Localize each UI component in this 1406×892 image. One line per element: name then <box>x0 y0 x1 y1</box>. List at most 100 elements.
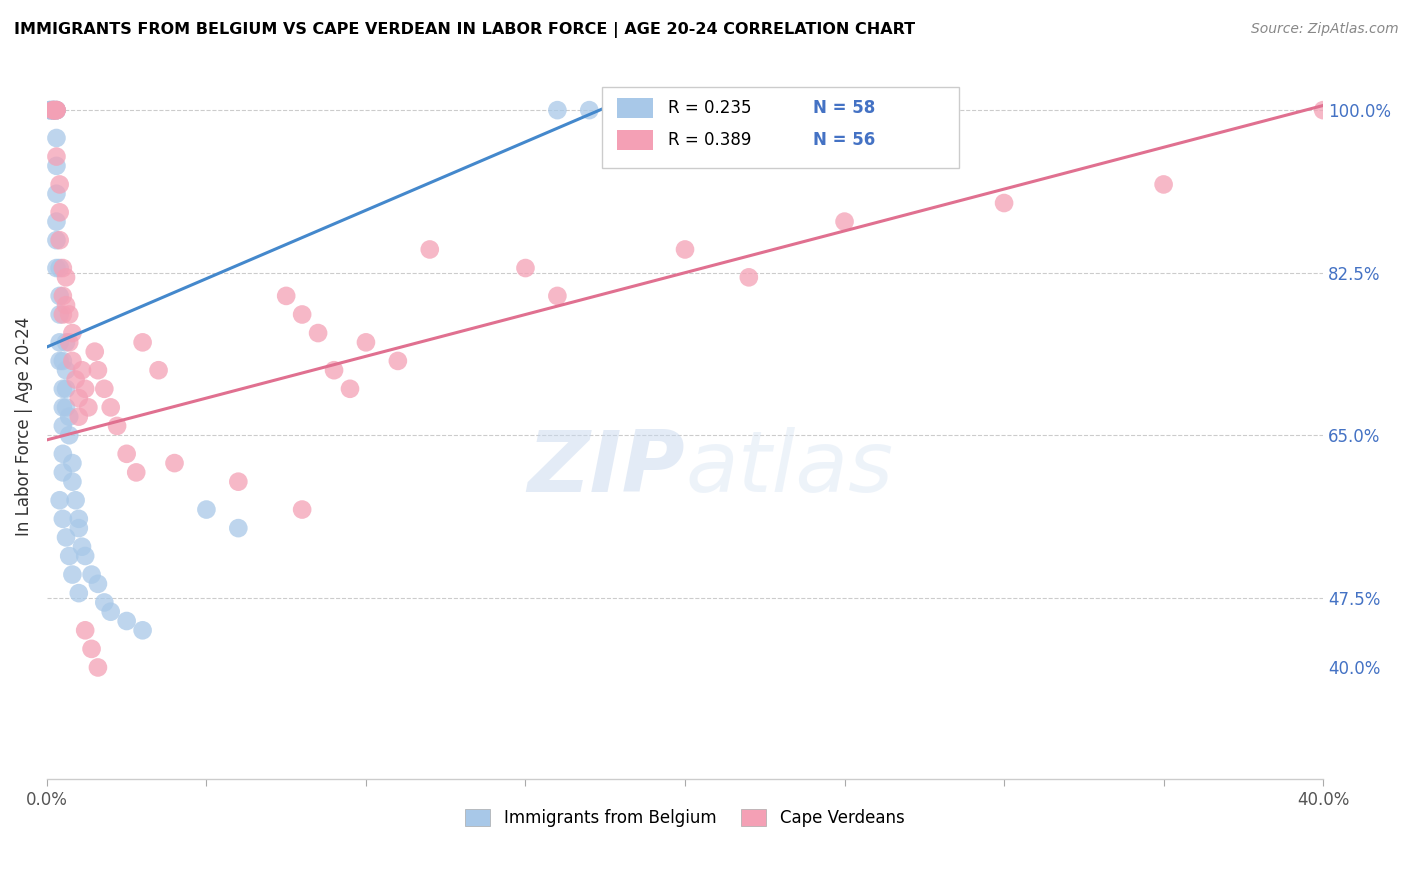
Point <box>55 530 77 544</box>
Point <box>55 363 77 377</box>
Point <box>58 428 80 442</box>
Point <box>55 382 77 396</box>
Point <box>354 335 377 350</box>
Point <box>45 103 67 117</box>
Point <box>75 624 97 638</box>
Point <box>39 103 62 117</box>
Point <box>578 103 600 117</box>
Y-axis label: In Labor Force | Age 20-24: In Labor Force | Age 20-24 <box>15 317 32 535</box>
Point <box>55 401 77 415</box>
Point <box>48 233 70 247</box>
Point <box>67 521 90 535</box>
Point <box>52 512 75 526</box>
Point <box>45 103 67 117</box>
FancyBboxPatch shape <box>602 87 959 169</box>
Point <box>323 363 346 377</box>
Point <box>45 103 67 117</box>
Point <box>65 493 87 508</box>
Point <box>228 475 250 489</box>
Point <box>52 382 75 396</box>
Text: N = 58: N = 58 <box>813 99 875 117</box>
Point <box>39 103 62 117</box>
Point <box>52 447 75 461</box>
Text: R = 0.389: R = 0.389 <box>668 131 752 149</box>
Point <box>45 131 67 145</box>
Point <box>610 103 633 117</box>
Point <box>115 447 138 461</box>
Point <box>52 260 75 275</box>
Point <box>62 326 84 340</box>
Point <box>52 401 75 415</box>
Point <box>163 456 186 470</box>
Text: IMMIGRANTS FROM BELGIUM VS CAPE VERDEAN IN LABOR FORCE | AGE 20-24 CORRELATION C: IMMIGRANTS FROM BELGIUM VS CAPE VERDEAN … <box>14 22 915 38</box>
Point <box>67 586 90 600</box>
Point <box>39 103 62 117</box>
Point <box>45 186 67 201</box>
FancyBboxPatch shape <box>617 130 654 150</box>
Point <box>738 270 761 285</box>
Text: R = 0.235: R = 0.235 <box>668 99 752 117</box>
Point <box>77 401 100 415</box>
Point <box>83 344 105 359</box>
Point <box>67 391 90 405</box>
Point <box>48 205 70 219</box>
Point <box>45 103 67 117</box>
Point <box>45 159 67 173</box>
Point <box>307 326 329 340</box>
Point <box>131 624 153 638</box>
Point <box>48 260 70 275</box>
Point <box>48 178 70 192</box>
Point <box>45 150 67 164</box>
Point <box>62 354 84 368</box>
Point <box>80 567 103 582</box>
Point <box>93 595 115 609</box>
Point <box>148 363 170 377</box>
Point <box>52 289 75 303</box>
Point <box>67 512 90 526</box>
Point <box>75 549 97 563</box>
Point <box>65 372 87 386</box>
Point <box>52 466 75 480</box>
Point <box>87 363 110 377</box>
Text: Source: ZipAtlas.com: Source: ZipAtlas.com <box>1251 22 1399 37</box>
Point <box>195 502 218 516</box>
Point <box>55 335 77 350</box>
Point <box>105 419 128 434</box>
Point <box>75 382 97 396</box>
Point <box>55 298 77 312</box>
Point <box>62 567 84 582</box>
Point <box>45 103 67 117</box>
Point <box>1153 178 1175 192</box>
Point <box>993 196 1015 211</box>
Point <box>546 103 568 117</box>
Point <box>100 401 122 415</box>
Point <box>45 260 67 275</box>
Point <box>87 577 110 591</box>
Point <box>80 641 103 656</box>
Point <box>42 103 65 117</box>
Point <box>291 502 314 516</box>
Point <box>58 549 80 563</box>
Point <box>125 466 148 480</box>
Point <box>45 233 67 247</box>
Point <box>48 493 70 508</box>
Point <box>42 103 65 117</box>
Point <box>1312 103 1334 117</box>
Text: N = 56: N = 56 <box>813 131 875 149</box>
Point <box>52 354 75 368</box>
Point <box>42 103 65 117</box>
Point <box>70 363 93 377</box>
Point <box>52 419 75 434</box>
Point <box>42 103 65 117</box>
Point <box>228 521 250 535</box>
Legend: Immigrants from Belgium, Cape Verdeans: Immigrants from Belgium, Cape Verdeans <box>458 803 911 834</box>
Point <box>546 289 568 303</box>
Point <box>673 243 696 257</box>
Point <box>291 308 314 322</box>
FancyBboxPatch shape <box>617 98 654 118</box>
Point <box>100 605 122 619</box>
Point <box>62 475 84 489</box>
Point <box>45 103 67 117</box>
Point <box>48 335 70 350</box>
Point <box>87 660 110 674</box>
